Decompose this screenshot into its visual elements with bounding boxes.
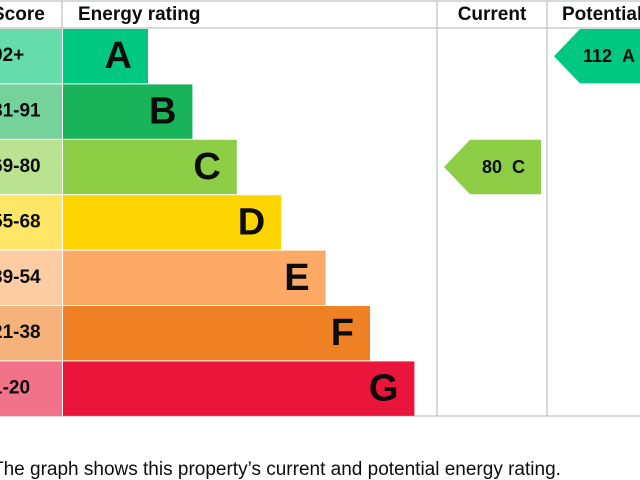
score-range: 69-80	[0, 156, 41, 177]
score-range: 39-54	[0, 267, 41, 288]
header-rating: Energy rating	[78, 4, 200, 25]
rating-letter: A	[105, 35, 132, 77]
header-potential: Potential	[562, 4, 640, 25]
header-score: Score	[0, 4, 45, 25]
score-cell	[0, 84, 62, 139]
rating-bar	[63, 84, 193, 139]
rating-letter: G	[369, 368, 399, 410]
potential-arrow	[554, 29, 640, 84]
rating-bar	[63, 139, 237, 195]
rating-letter: E	[284, 257, 309, 299]
rating-bar	[63, 250, 326, 305]
header-current: Current	[458, 4, 527, 25]
score-range: 92+	[0, 45, 24, 66]
score-cell	[0, 306, 62, 361]
score-cell	[0, 361, 62, 416]
score-range: 81-91	[0, 101, 41, 122]
score-cell	[0, 195, 62, 250]
current-score: 80	[482, 157, 502, 177]
rating-letter: D	[238, 201, 265, 243]
rating-letter: B	[149, 91, 176, 133]
current-arrow	[444, 139, 541, 195]
score-cell	[0, 29, 62, 84]
current-rating: C	[512, 157, 525, 177]
score-cell	[0, 250, 62, 305]
potential-rating: A	[622, 46, 635, 66]
score-range: 21-38	[0, 322, 41, 343]
rating-bar	[63, 29, 148, 84]
potential-score: 112	[583, 46, 612, 66]
score-cell	[0, 139, 62, 195]
rating-bar	[63, 195, 282, 250]
rating-letter: C	[193, 146, 220, 188]
rating-bar	[63, 361, 415, 416]
score-range: 1-20	[0, 378, 30, 399]
rating-bar	[63, 306, 370, 361]
score-range: 55-68	[0, 211, 41, 232]
caption: The graph shows this property’s current …	[0, 459, 561, 480]
rating-letter: F	[331, 312, 354, 354]
